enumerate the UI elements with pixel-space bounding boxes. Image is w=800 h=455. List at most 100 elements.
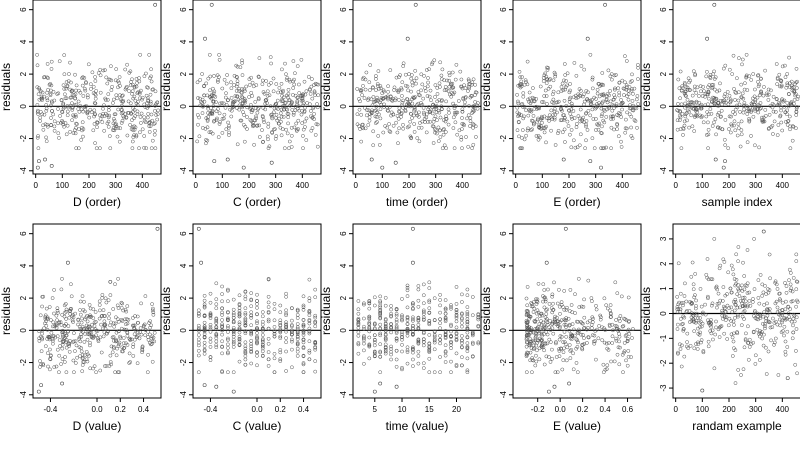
data-point [399,112,404,116]
data-point [434,107,439,111]
data-point [417,139,422,144]
data-point [698,319,703,324]
data-point [72,331,76,335]
data-point [226,370,230,375]
data-point [74,83,79,88]
data-point [540,341,545,346]
data-point [79,138,84,142]
data-point [411,333,415,337]
data-point [278,323,283,328]
data-point [411,95,415,100]
data-point [378,116,383,121]
data-point [525,303,530,308]
data-point [765,301,769,306]
data-point [550,292,555,297]
data-point [375,97,379,102]
y-tick-label: -4 [19,167,28,175]
data-point [443,316,448,321]
y-tick-label: 4 [659,39,668,44]
data-point [524,313,529,318]
x-tick-label: 200 [402,181,416,190]
data-point [530,127,534,132]
data-point [256,107,260,111]
data-point [128,101,133,106]
data-point [780,64,785,69]
data-point [742,107,746,112]
data-point [108,353,113,358]
x-tick-label: 100 [216,181,230,190]
data-point [78,299,83,304]
data-point [45,98,50,103]
data-point [312,112,316,116]
data-point [313,93,317,98]
data-point [780,312,785,317]
data-point [386,89,390,94]
x-tick-label: 0.2 [275,405,287,414]
data-point [289,145,294,149]
plot-frame [32,0,162,175]
data-point [605,92,610,96]
data-point [783,349,788,354]
data-point [733,128,738,133]
data-point [738,109,742,114]
data-point [207,130,212,135]
data-point [364,70,369,75]
data-point [735,292,740,297]
data-point [681,314,686,319]
data-point [596,127,601,132]
data-point [280,104,285,109]
data-point [130,82,135,87]
data-point [149,74,153,79]
data-point [152,339,157,344]
data-point [220,318,224,322]
data-point [110,335,115,340]
x-axis-label: randam example [692,419,782,433]
data-point [405,36,410,41]
data-point [360,77,365,81]
data-point [302,79,307,84]
data-point [730,123,734,128]
data-point [226,287,230,292]
data-point [255,299,259,303]
x-axis-label: D (order) [73,195,121,209]
y-tick-label: 4 [339,263,348,268]
data-point [459,135,464,140]
data-point [125,343,130,347]
data-point [690,311,694,316]
y-axis-label: residuals [0,287,13,335]
data-point [79,349,84,354]
data-point [761,93,766,98]
data-point [48,353,53,358]
data-point [121,110,125,115]
data-point [590,326,594,330]
data-point [696,331,701,336]
data-point [786,305,791,309]
data-point [712,101,717,106]
data-point [460,317,464,322]
data-point [736,282,740,287]
data-point [534,134,539,138]
data-point [359,139,364,144]
data-point [614,104,619,108]
data-point [73,128,77,132]
data-point [44,135,48,140]
data-point [295,349,300,354]
data-point [375,95,379,100]
data-point [51,334,56,339]
data-point [208,340,213,344]
data-point [96,339,101,344]
data-point [612,106,616,110]
data-point [43,157,47,162]
data-point [135,112,140,117]
data-point [750,103,754,108]
data-point [388,130,393,134]
data-point [206,115,211,119]
data-point [52,311,56,316]
data-point [676,302,681,307]
data-point [197,115,201,120]
data-point [410,80,415,85]
data-point [443,350,448,355]
data-point [280,67,284,72]
data-point [266,300,271,305]
data-point [372,349,377,354]
